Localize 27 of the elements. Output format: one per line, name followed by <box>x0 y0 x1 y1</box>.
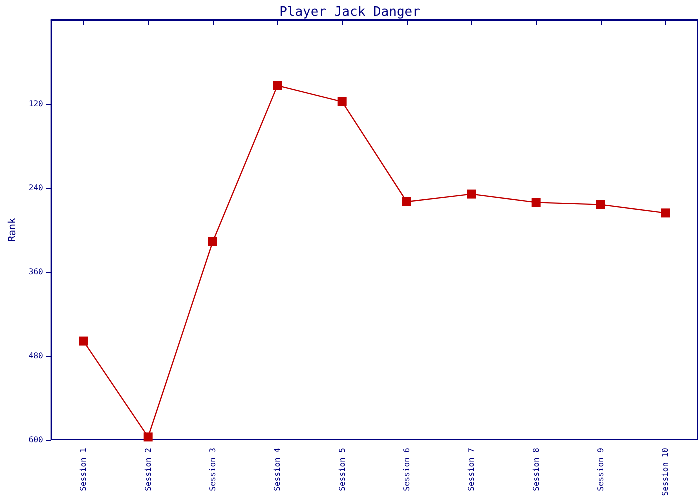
point <box>467 190 476 199</box>
x-tick-label: Session 4 <box>273 448 282 492</box>
x-tick-label: Session 10 <box>661 448 670 496</box>
y-tick-label: 600 <box>28 436 44 444</box>
point <box>273 81 282 90</box>
x-tick-label: Session 3 <box>208 448 218 492</box>
x-tick-label: Session 8 <box>532 448 541 492</box>
y-tick-label: 120 <box>28 100 44 108</box>
y-tick-label: 240 <box>28 184 44 192</box>
x-tick-label: Session 1 <box>79 448 88 492</box>
y-tick-label: 480 <box>28 352 44 360</box>
point <box>596 200 606 210</box>
point <box>402 198 412 206</box>
x-tick-label: Session 2 <box>144 448 153 492</box>
point <box>338 97 347 106</box>
x-tick-label: Session 7 <box>467 448 476 492</box>
point <box>144 432 153 442</box>
x-tick-label: Session 6 <box>402 448 412 492</box>
chart-title: Player Jack Danger <box>280 5 421 20</box>
y-axis-title: Rank <box>8 218 18 242</box>
x-tick-label: Session 9 <box>596 448 606 492</box>
point <box>532 198 541 208</box>
x-tick-label: Session 5 <box>338 448 347 492</box>
y-tick-label: 360 <box>28 268 44 276</box>
point <box>79 336 88 346</box>
point <box>661 208 670 218</box>
point <box>208 237 218 246</box>
